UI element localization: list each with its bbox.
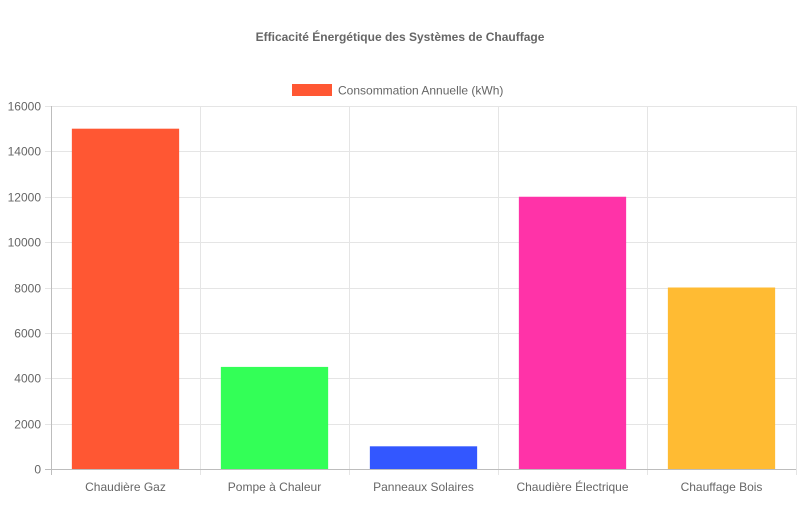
y-tick-labels: 0 2000 4000 6000 8000 10000 12000 14000 16000 [8, 100, 42, 477]
y-tick-label: 14000 [8, 145, 42, 159]
legend-label: Consommation Annuelle (kWh) [338, 84, 503, 98]
x-tick-label: Chauffage Bois [681, 480, 763, 494]
y-tick-label: 2000 [14, 418, 41, 432]
y-tick-label: 12000 [8, 191, 42, 205]
bar[interactable] [369, 446, 478, 469]
x-tick-label: Pompe à Chaleur [228, 480, 321, 494]
y-tick-label: 6000 [14, 327, 41, 341]
x-tick-label: Panneaux Solaires [373, 480, 474, 494]
bar[interactable] [71, 128, 180, 469]
bar[interactable] [518, 196, 627, 469]
y-tick-label: 16000 [8, 100, 42, 114]
legend-swatch [292, 84, 332, 96]
x-tick-label: Chaudière Gaz [85, 480, 166, 494]
chart-title: Efficacité Énergétique des Systèmes de C… [256, 29, 545, 44]
bar[interactable] [667, 287, 776, 470]
y-tick-label: 4000 [14, 372, 41, 386]
axes [45, 106, 796, 475]
y-tick-label: 8000 [14, 282, 41, 296]
y-tick-label: 10000 [8, 236, 42, 250]
x-tick-label: Chaudière Électrique [516, 479, 628, 494]
legend[interactable]: Consommation Annuelle (kWh) [292, 84, 503, 98]
x-tick-labels: Chaudière Gaz Pompe à Chaleur Panneaux Sol… [85, 479, 762, 494]
bar[interactable] [220, 366, 329, 469]
y-tick-label: 0 [34, 463, 41, 477]
bars [71, 128, 776, 470]
